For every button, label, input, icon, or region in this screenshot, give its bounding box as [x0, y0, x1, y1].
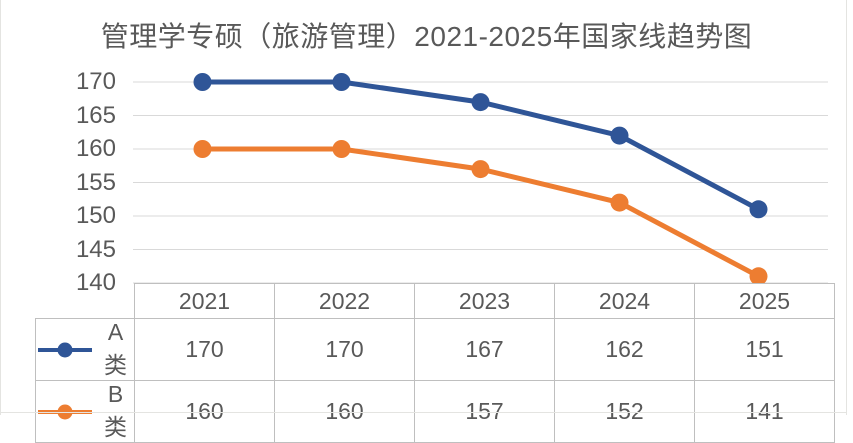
series-a-marker	[332, 73, 351, 91]
series-a-marker	[749, 200, 768, 219]
y-axis-tick-label: 170	[75, 68, 116, 95]
year-header-cell: 2021	[134, 283, 275, 319]
series-b-marker	[471, 160, 490, 179]
series-a-legend-cell: A类	[35, 318, 135, 381]
value-cell: 162	[554, 318, 695, 381]
frame-border-right	[846, 0, 847, 415]
series-a-marker	[610, 126, 629, 145]
y-axis-tick-label: 150	[75, 202, 116, 229]
frame-border-left	[0, 0, 1, 415]
series-label: A类	[103, 319, 127, 378]
value-cell: 170	[274, 318, 415, 381]
frame-border-bottom	[0, 412, 847, 413]
value-cell: 170	[134, 318, 275, 381]
trend-chart-svg	[133, 73, 828, 286]
y-axis-tick-label: 140	[75, 269, 116, 296]
series-b-marker	[193, 140, 212, 158]
y-axis-tick-label: 160	[75, 135, 116, 162]
series-a-legend-marker	[38, 342, 92, 357]
series-a-marker	[193, 73, 212, 91]
y-axis-tick-label: 145	[75, 235, 116, 263]
year-header-cell: 2025	[694, 283, 835, 319]
y-axis-tick-label: 165	[75, 101, 116, 129]
value-cell: 167	[414, 318, 555, 381]
year-header-cell: 2022	[274, 283, 415, 319]
series-b-marker	[332, 140, 351, 158]
series-b-marker	[749, 267, 768, 286]
year-header-cell: 2024	[554, 283, 695, 319]
series-b-marker	[610, 193, 629, 212]
chart-title: 管理学专硕（旅游管理）2021-2025年国家线趋势图	[100, 21, 753, 52]
y-axis-tick-label: 155	[75, 168, 116, 196]
value-cell: 151	[694, 318, 835, 381]
series-a-marker	[471, 93, 490, 112]
table-corner-cell	[36, 284, 135, 319]
data-table: 2021 2022 2023 2024 2025 A类 170 170 167 162 151 B类 1…	[35, 283, 835, 443]
year-header-cell: 2023	[414, 283, 555, 319]
